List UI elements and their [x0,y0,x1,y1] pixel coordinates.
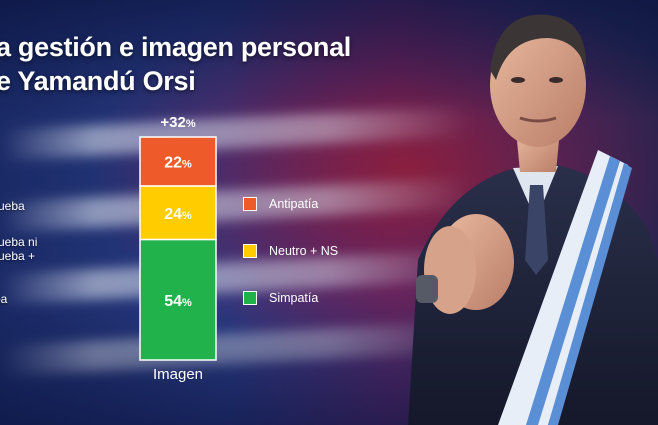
legend-swatch-neutro [243,244,257,258]
bar-segment-2 [139,238,217,361]
legend-label-antipatia: Antipatía [269,197,319,211]
chart-title: a gestión e imagen personal e Yamandú Or… [0,30,351,98]
difference-unit: % [185,118,196,130]
legend-swatch-antipatia [243,197,257,211]
row-label: ba [0,292,8,306]
legend-label-simpatia: Simpatía [269,291,319,305]
row-label: rueba ni [0,235,38,249]
row-label: rueba [0,199,25,213]
row-label: rueba + [0,249,36,263]
legend-label-neutro: Neutro + NS [269,244,339,258]
data-label-0: 22% [164,155,192,172]
x-axis-label: Imagen [152,366,204,383]
difference-value: +32 [160,114,186,131]
data-label-1: 24% [164,206,192,223]
title-line-1: a gestión e imagen personal [0,32,352,62]
title-line-2: e Yamandú Orsi [0,66,196,96]
president-photo [388,0,658,425]
bar-segment-0 [139,136,217,187]
legend-swatch-simpatia [243,291,257,305]
difference-label: +32% [140,114,216,131]
data-label-2: 54% [164,293,192,310]
